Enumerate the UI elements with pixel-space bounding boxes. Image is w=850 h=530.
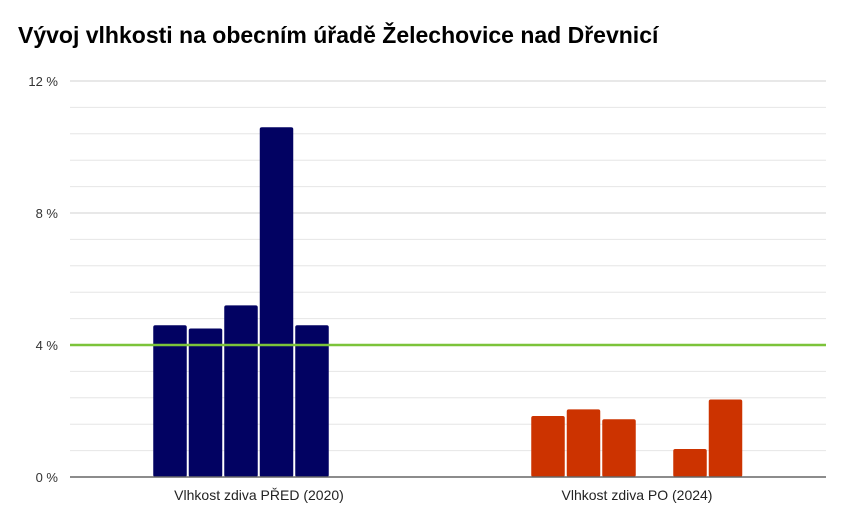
bar-0-1 bbox=[188, 328, 223, 477]
y-tick-label: 12 % bbox=[28, 74, 58, 89]
bar-1-2 bbox=[602, 419, 636, 477]
y-tick-label: 4 % bbox=[36, 338, 59, 353]
bar-0-2 bbox=[224, 305, 258, 477]
y-tick-label: 8 % bbox=[36, 206, 59, 221]
bar-0-4 bbox=[295, 325, 329, 477]
bar-1-0 bbox=[531, 415, 565, 477]
bar-1-5 bbox=[708, 399, 743, 477]
x-category-label: Vlhkost zdiva PO (2024) bbox=[562, 487, 713, 503]
chart-title: Vývoj vlhkosti na obecním úřadě Želechov… bbox=[18, 22, 659, 48]
x-category-label: Vlhkost zdiva PŘED (2020) bbox=[174, 487, 344, 503]
bar-0-3 bbox=[259, 127, 294, 477]
y-tick-label: 0 % bbox=[36, 470, 59, 485]
bar-1-1 bbox=[566, 409, 601, 477]
bar-1-4 bbox=[673, 448, 707, 477]
bar-0-0 bbox=[153, 325, 187, 477]
